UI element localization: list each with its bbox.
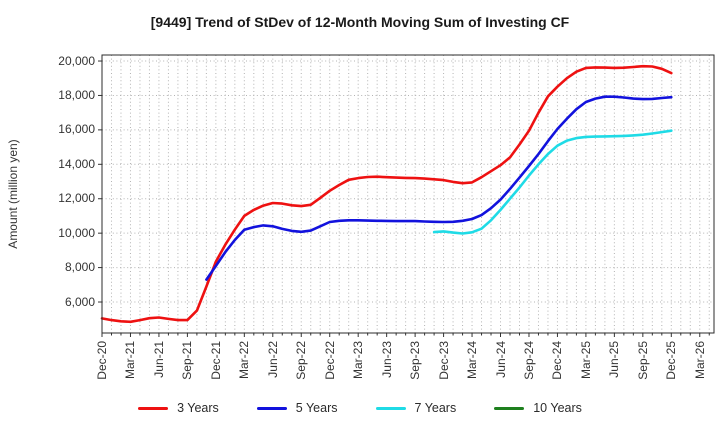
x-tick-label: Mar-25 [578, 341, 593, 380]
x-tick-label: Dec-23 [436, 341, 451, 380]
plot-border [101, 54, 715, 334]
x-tick-label: Sep-25 [635, 341, 650, 380]
gridlines [101, 55, 714, 333]
x-tick-label: Dec-20 [95, 341, 109, 380]
x-tick-label: Sep-21 [180, 341, 195, 380]
x-tick-label: Dec-24 [550, 341, 565, 380]
x-tick-label: Jun-24 [493, 341, 508, 378]
legend-label: 10 Years [533, 401, 582, 415]
legend-swatch-icon [138, 406, 169, 410]
y-tick-label: 18,000 [58, 87, 95, 102]
y-tick-label: 16,000 [58, 122, 95, 137]
legend-item-7-years: 7 Years [375, 401, 457, 415]
y-tick-label: 8,000 [64, 260, 95, 275]
x-tick-label: Dec-21 [208, 341, 223, 380]
legend-swatch-icon [375, 406, 406, 410]
x-tick-label: Sep-22 [294, 341, 309, 380]
x-tick-label: Mar-21 [123, 341, 138, 380]
y-tick-label: 12,000 [58, 191, 95, 206]
x-tick-label: Jun-23 [379, 341, 394, 378]
x-tick-label: Sep-24 [521, 341, 536, 380]
legend-label: 7 Years [414, 401, 457, 415]
x-tick-label: Sep-23 [408, 341, 423, 380]
series-line-3-years [100, 64, 673, 324]
legend-swatch-icon [494, 406, 525, 410]
x-tick-label: Dec-25 [664, 341, 679, 380]
y-tick-label: 14,000 [58, 156, 95, 171]
x-tick-label: Mar-26 [692, 341, 707, 380]
legend-item-10-years: 10 Years [494, 401, 582, 415]
legend-item-5-years: 5 Years [256, 401, 338, 415]
y-tick-label: 10,000 [58, 225, 95, 240]
legend: 3 Years 5 Years 7 Years 10 Years [0, 401, 720, 415]
x-tick-label: Jun-25 [607, 341, 622, 378]
x-tick-label: Mar-24 [465, 341, 480, 380]
legend-label: 3 Years [177, 401, 219, 415]
legend-label: 5 Years [295, 401, 338, 415]
legend-swatch-icon [256, 406, 287, 410]
y-tick-label: 6,000 [64, 294, 95, 309]
x-tick-label: Dec-22 [322, 341, 337, 380]
series-line-7-years [432, 129, 673, 235]
x-tick-label: Jun-21 [151, 341, 166, 378]
series-line-5-years [205, 95, 673, 281]
chart-title: [9449] Trend of StDev of 12-Month Moving… [150, 14, 570, 30]
x-tick-label: Mar-22 [237, 341, 252, 380]
y-tick-label: 20,000 [58, 53, 95, 68]
legend-item-3-years: 3 Years [138, 401, 219, 415]
x-tick-label: Mar-23 [351, 341, 366, 380]
x-tick-label: Jun-22 [265, 341, 280, 378]
